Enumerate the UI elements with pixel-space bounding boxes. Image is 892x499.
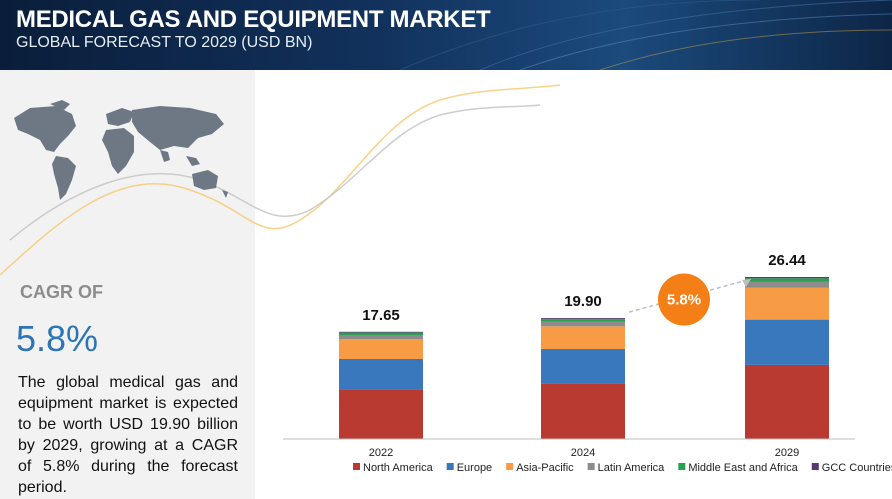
legend-item-middle-east-and-africa: Middle East and Africa xyxy=(678,462,799,474)
stacked-bar-chart: 17.65 19.90 26.44 2022 2024 2029 5.8% North … xyxy=(283,252,892,474)
bar-segment-2022-middle-east-and-africa xyxy=(339,332,423,335)
bar-segment-2022-latin-america xyxy=(339,335,423,339)
x-tick-2022: 2022 xyxy=(369,447,393,459)
legend-item-latin-america: Latin America xyxy=(587,462,666,474)
bar-segment-2024-gcc-countries xyxy=(541,318,625,320)
legend-swatch xyxy=(446,463,454,470)
cagr-value: 5.8% xyxy=(16,318,99,359)
legend-item-europe: Europe xyxy=(446,462,492,474)
x-axis-ticks: 2022 2024 2029 xyxy=(369,447,799,459)
bar-segment-2022-asia-pacific xyxy=(339,339,423,359)
bar-total-2022: 17.65 xyxy=(362,307,400,324)
bar-segment-2024-asia-pacific xyxy=(541,326,625,349)
legend-label: Asia-Pacific xyxy=(516,462,574,474)
market-description: The global medical gas and equipment mar… xyxy=(18,374,238,496)
bars-layer xyxy=(339,277,829,439)
banner-background-graphic xyxy=(399,0,892,70)
page-title: MEDICAL GAS AND EQUIPMENT MARKET xyxy=(16,6,491,33)
legend-swatch xyxy=(678,463,686,470)
legend-swatch xyxy=(811,463,819,470)
cagr-annotation: 5.8% xyxy=(628,273,752,326)
world-map-icon xyxy=(14,100,228,200)
legend-label: GCC Countries xyxy=(822,462,892,474)
bar-segment-2029-asia-pacific xyxy=(745,287,829,320)
x-tick-2029: 2029 xyxy=(775,447,799,459)
bar-total-2024: 19.90 xyxy=(564,293,602,310)
legend-label: Middle East and Africa xyxy=(688,462,798,474)
cagr-arrow-head xyxy=(742,279,751,287)
legend-swatch xyxy=(506,463,514,470)
bar-segment-2024-latin-america xyxy=(541,321,625,327)
bar-segment-2024-middle-east-and-africa xyxy=(541,319,625,322)
header-banner: MEDICAL GAS AND EQUIPMENT MARKET GLOBAL … xyxy=(0,0,892,70)
bar-segment-2022-gcc-countries xyxy=(339,331,423,333)
legend-label: Europe xyxy=(457,462,492,474)
legend-item-north-america: North America xyxy=(353,462,434,474)
bar-segment-2024-north-america xyxy=(541,383,625,439)
legend-swatch xyxy=(353,463,360,470)
bar-segment-2029-north-america xyxy=(745,364,829,439)
cagr-badge-text: 5.8% xyxy=(667,292,701,309)
totals-layer: 17.65 19.90 26.44 xyxy=(362,252,806,324)
legend-label: Latin America xyxy=(598,462,666,474)
decorative-curves xyxy=(0,84,560,276)
bar-segment-2029-latin-america xyxy=(745,281,829,288)
page-subtitle: GLOBAL FORECAST TO 2029 (USD BN) xyxy=(16,34,313,51)
bar-segment-2022-north-america xyxy=(339,389,423,439)
bar-segment-2029-middle-east-and-africa xyxy=(745,278,829,282)
legend-label: North America xyxy=(363,462,434,474)
bar-total-2029: 26.44 xyxy=(768,252,806,269)
cagr-badge xyxy=(658,273,710,326)
legend-item-asia-pacific: Asia-Pacific xyxy=(506,462,574,474)
cagr-label: CAGR OF xyxy=(20,282,103,302)
legend-swatch xyxy=(587,463,595,470)
chart-legend: North America Europe Asia-Pacific Latin Ame… xyxy=(353,462,892,474)
x-tick-2024: 2024 xyxy=(571,447,595,459)
bar-segment-2022-europe xyxy=(339,359,423,390)
legend-item-gcc-countries: GCC Countries xyxy=(811,462,892,474)
bar-segment-2024-europe xyxy=(541,349,625,384)
bar-segment-2029-gcc-countries xyxy=(745,277,829,279)
bar-segment-2029-europe xyxy=(745,319,829,365)
